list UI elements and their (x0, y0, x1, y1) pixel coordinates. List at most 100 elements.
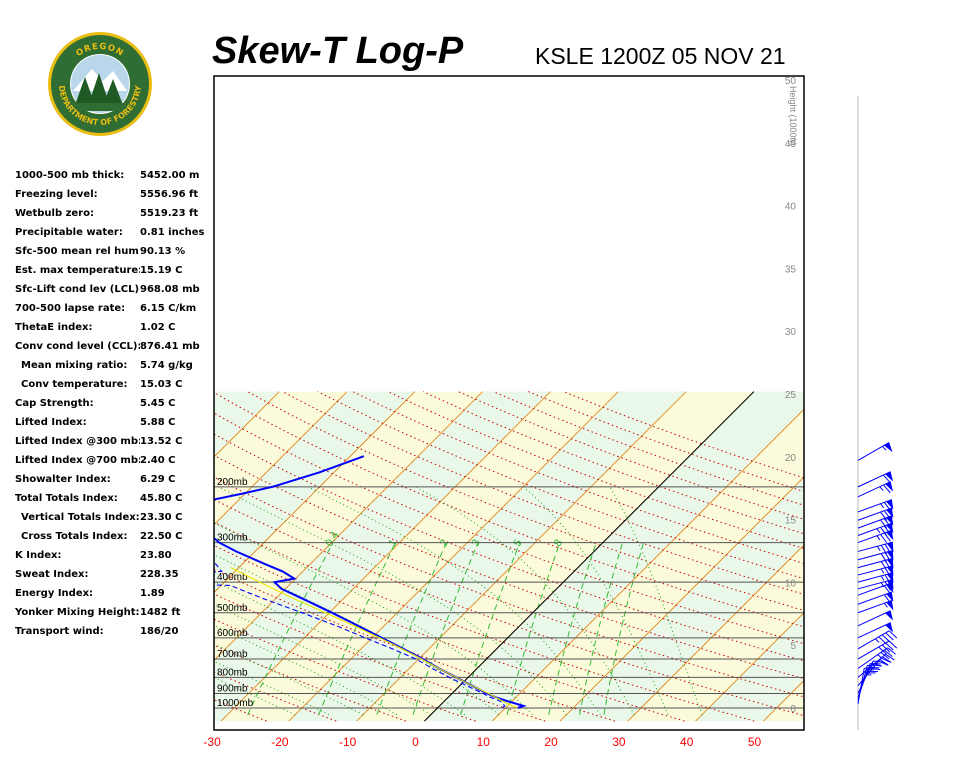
isotherm-line (214, 391, 280, 458)
moist-adiabat (218, 486, 567, 715)
isotherm-band (221, 391, 619, 722)
index-row: ThetaE index: 1.02 C (15, 318, 215, 337)
index-label: Lifted Index @300 mb: (15, 436, 140, 447)
index-label: 700-500 lapse rate: (15, 303, 126, 314)
wind-barb (857, 579, 894, 591)
isotherm-line (0, 392, 76, 721)
x-tick-label: 20 (544, 735, 558, 749)
wind-barb (857, 622, 894, 639)
index-label: Transport wind: (15, 626, 104, 637)
isobar-label: 900mb (217, 684, 248, 695)
index-row: Cap Strength: 5.45 C (15, 394, 215, 413)
oregon-dept-forestry-logo: OREGON DEPARTMENT OF FORESTRY (48, 32, 152, 136)
index-value: 5.45 C (140, 398, 176, 409)
dry-adiabat (0, 392, 197, 721)
isotherm-line (491, 408, 804, 722)
wind-barb (857, 471, 894, 488)
x-tick-label: 40 (680, 735, 694, 749)
x-tick-label: 10 (477, 735, 491, 749)
index-row: Lifted Index @700 mb: 2.40 C (15, 451, 215, 470)
index-label: Conv cond level (CCL): (15, 341, 140, 352)
height-axis-label: Height (1000ft) (788, 86, 798, 146)
isotherm-line (220, 391, 551, 722)
index-value: 5452.00 m (140, 170, 200, 181)
index-label: 1000-500 mb thick: (15, 170, 125, 181)
wind-barb (857, 557, 894, 571)
index-row: Conv temperature: 15.03 C (15, 375, 215, 394)
index-value: 1.02 C (140, 322, 176, 333)
index-row: 700-500 lapse rate: 6.15 C/km (15, 299, 215, 318)
index-row: Vertical Totals Index: 23.30 C (15, 508, 215, 527)
index-value: 22.50 C (140, 531, 183, 542)
index-value: 23.30 C (140, 512, 183, 523)
index-value: 45.80 C (140, 493, 183, 504)
wind-barb (857, 653, 895, 678)
profile-parcel (230, 567, 518, 709)
mixing-ratio-line (460, 542, 521, 715)
height-tick-label: 30 (785, 327, 797, 338)
index-label: Energy Index: (15, 588, 94, 599)
wind-barb (857, 515, 894, 529)
mixing-ratio-line (318, 542, 396, 715)
isotherm-line (559, 476, 804, 722)
index-value: 968.08 mb (140, 284, 200, 295)
index-row: K Index: 23.80 (15, 546, 215, 565)
wind-barb (857, 610, 894, 627)
wind-barb (857, 481, 894, 498)
height-tick-label: 10 (785, 578, 797, 589)
height-tick-label: 40 (785, 202, 797, 213)
isotherm-band (831, 392, 960, 721)
mixing-ratio-line (376, 542, 447, 715)
index-label: Vertical Totals Index: (21, 512, 140, 523)
isotherm-line (0, 392, 211, 721)
wind-barb (857, 441, 893, 461)
isotherm-line (0, 392, 8, 721)
mixing-ratio-label: 8 (552, 537, 565, 548)
index-row: Cross Totals Index: 22.50 C (15, 527, 215, 546)
mixing-ratio-label: 1 (386, 537, 399, 548)
index-label: Total Totals Index: (15, 493, 118, 504)
index-value: 228.35 (140, 569, 179, 580)
index-row: Lifted Index @300 mb: 13.52 C (15, 432, 215, 451)
index-value: 6.29 C (140, 474, 176, 485)
index-label: Cross Totals Index: (21, 531, 128, 542)
index-row: 1000-500 mb thick: 5452.00 m (15, 166, 215, 185)
isotherm-band (0, 392, 211, 721)
index-label: Lifted Index: (15, 417, 87, 428)
isotherm-line (627, 544, 804, 722)
wind-barb (857, 541, 894, 555)
index-label: Sfc-500 mean rel hum: (15, 246, 140, 257)
x-tick-label: 50 (748, 735, 762, 749)
isobar-label: 500mb (217, 603, 248, 614)
index-value: 0.81 inches (140, 227, 205, 238)
isobar-label: 1000mb (217, 698, 254, 709)
x-tick-label: 30 (612, 735, 626, 749)
wind-barb (857, 640, 898, 660)
isotherm-band (763, 680, 804, 722)
index-value: 13.52 C (140, 436, 183, 447)
index-label: Conv temperature: (21, 379, 128, 390)
index-value: 6.15 C/km (140, 303, 197, 314)
x-tick-label: -10 (339, 735, 357, 749)
index-row: Sweat Index: 228.35 (15, 565, 215, 584)
height-tick-label: 45 (785, 139, 797, 150)
index-row: Mean mixing ratio: 5.74 g/kg (15, 356, 215, 375)
moist-adiabat (609, 486, 703, 715)
moist-adiabat (308, 486, 601, 715)
index-value: 5556.96 ft (140, 189, 199, 200)
mixing-ratio-line (603, 542, 645, 715)
index-value: 5519.23 ft (140, 208, 199, 219)
index-row: Energy Index: 1.89 (15, 584, 215, 603)
isobar-label: 800mb (217, 667, 248, 678)
index-label: Sfc-Lift cond lev (LCL): (15, 284, 140, 295)
isotherm-band (0, 392, 144, 721)
dry-adiabat (422, 391, 804, 535)
index-label: Sweat Index: (15, 569, 89, 580)
x-tick-label: 0 (412, 735, 419, 749)
wind-barb (857, 647, 896, 669)
dry-adiabat (247, 391, 804, 612)
isobar-label: 300mb (217, 533, 248, 544)
index-label: Lifted Index @700 mb: (15, 455, 140, 466)
moist-adiabat (214, 604, 432, 716)
index-label: Mean mixing ratio: (21, 360, 128, 371)
